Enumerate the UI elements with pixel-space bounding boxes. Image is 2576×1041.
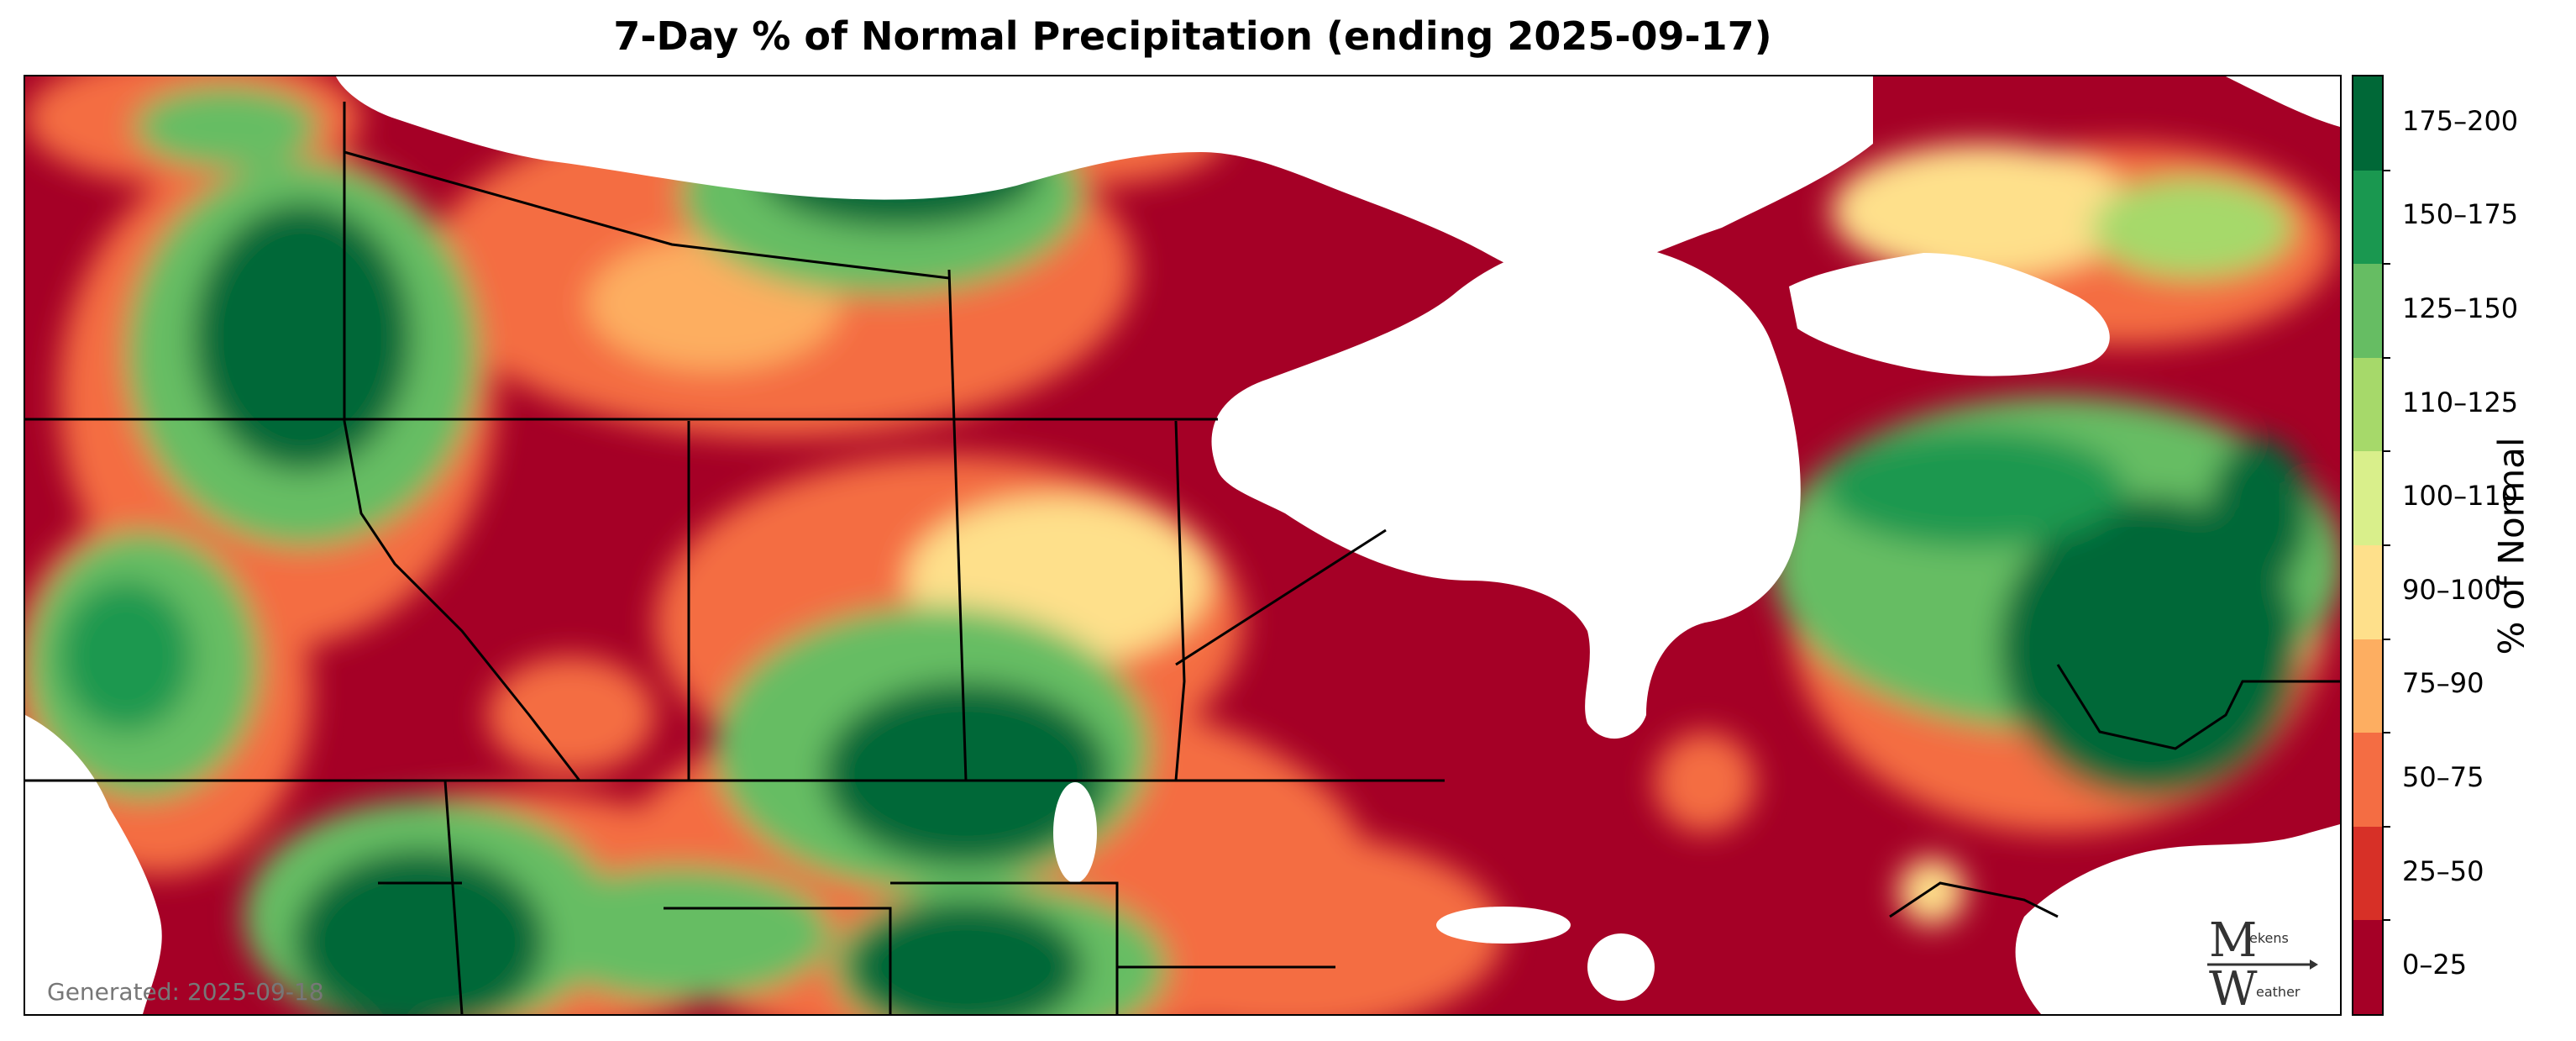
colorbar-tick: [2382, 544, 2390, 546]
logo-top-text: ekens: [2249, 930, 2289, 946]
logo-bottom-text: eather: [2256, 984, 2301, 1000]
political-boundaries: [25, 102, 2340, 1014]
colorbar-bin-6: [2353, 357, 2382, 452]
colorbar-bin-2: [2353, 733, 2382, 827]
colorbar-label-6: 110–125: [2402, 386, 2519, 418]
colorbar-tick: [2382, 450, 2390, 453]
sask-manitoba: [947, 269, 968, 781]
maritimes: [1889, 881, 2059, 918]
colorbar-bin-4: [2353, 545, 2382, 639]
colorbar-label-8: 150–175: [2402, 198, 2519, 231]
colorbar-label-2: 50–75: [2402, 761, 2484, 793]
colorbar-tick: [2382, 732, 2390, 734]
lake-winnipeg: [1053, 782, 1097, 883]
lake-superior: [1436, 907, 1571, 944]
bc-alberta: [343, 102, 581, 781]
colorbar-label-0: 0–25: [2402, 949, 2468, 981]
manitoba-ontario: [1174, 420, 1186, 781]
svg-text:W: W: [2209, 962, 2258, 1008]
precip-anomaly-fields: [25, 76, 2340, 1014]
colorbar-title: % of Normal: [2490, 437, 2532, 655]
generated-date: Generated: 2025-09-18: [47, 978, 324, 1006]
gulf-of-st-lawrence: [2015, 824, 2340, 1014]
colorbar-tick: [2382, 919, 2390, 922]
greenland-gap: [2226, 76, 2340, 127]
us-state-3: [890, 881, 1119, 1014]
lake-huron: [1587, 933, 1655, 1001]
quebec-labrador: [2056, 664, 2340, 750]
colorbar-bin-5: [2353, 451, 2382, 545]
colorbar-bin-1: [2353, 826, 2382, 921]
hudson-bay: [1211, 242, 1801, 739]
colorbar-tick: [2382, 825, 2390, 828]
colorbar-tick: [2382, 356, 2390, 359]
colorbar-tick: [2382, 263, 2390, 266]
ontario-quebec: [1175, 528, 1387, 666]
map-svg: [25, 76, 2340, 1014]
mekens-weather-logo: M ekens W eather: [2201, 913, 2318, 1017]
colorbar: [2352, 75, 2390, 1016]
colorbar-bin-7: [2353, 264, 2382, 358]
colorbar-label-5: 100–110: [2402, 480, 2519, 513]
colorbar-label-7: 125–150: [2402, 292, 2519, 324]
colorbar-bin-0: [2353, 920, 2382, 1014]
colorbar-label-4: 90–100: [2402, 573, 2501, 606]
svg-text:M: M: [2209, 916, 2257, 968]
colorbar-label-9: 175–200: [2402, 104, 2519, 137]
colorbar-bin-9: [2353, 76, 2382, 171]
colorbar-bin-3: [2353, 639, 2382, 733]
water-bodies: [25, 76, 2340, 1014]
colorbar-tick: [2382, 638, 2390, 640]
pacific-ocean: [25, 715, 162, 1014]
arctic-waters: [336, 76, 1873, 280]
us-state-5: [443, 780, 464, 1014]
precipitation-map[interactable]: [24, 75, 2342, 1016]
colorbar-label-3: 75–90: [2402, 667, 2484, 700]
colorbar-label-1: 25–50: [2402, 854, 2484, 887]
colorbar-tick: [2382, 169, 2390, 171]
us-state-2: [664, 907, 892, 1014]
labrador-sea: [1789, 253, 2110, 376]
colorbar-bin-8: [2353, 170, 2382, 265]
territories-line: [344, 150, 950, 280]
map-title: 7-Day % of Normal Precipitation (ending …: [613, 13, 1772, 59]
